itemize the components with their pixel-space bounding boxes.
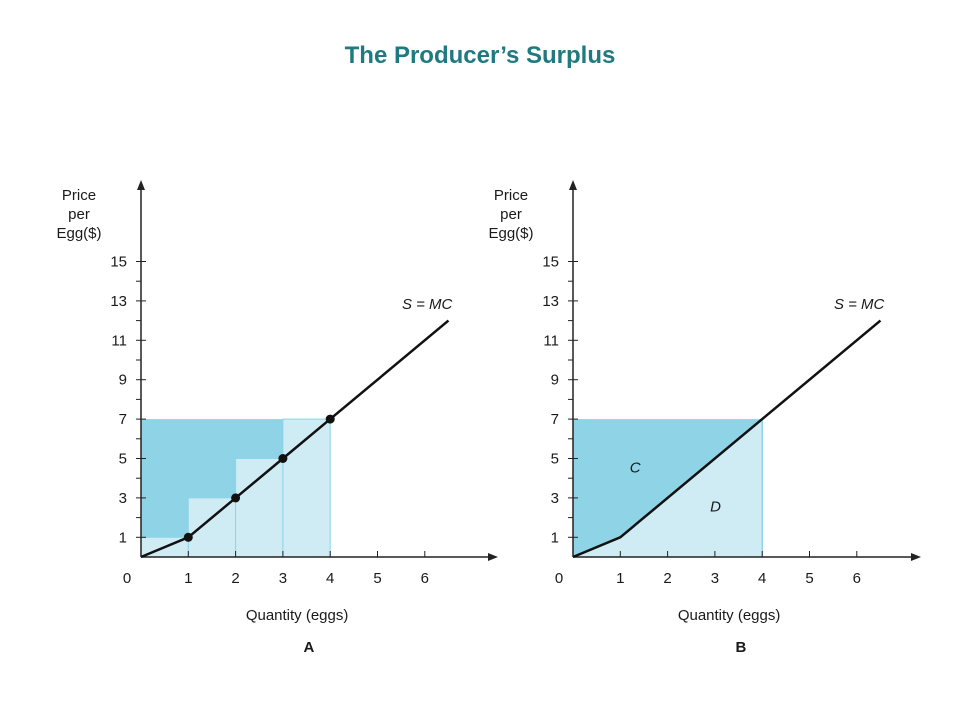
charta-data-point [183,532,193,542]
chartb-y-tick-label: 13 [542,293,559,310]
chartb-x-axis-label: Quantity (eggs) [678,607,781,624]
charta-panel-label: A [303,639,314,656]
page-title: The Producer’s Surplus [344,42,616,69]
charta-group: 1 2 3 4 5 6013579111315PriceperEgg($)Quantity… [56,180,498,656]
charta-y-axis-label: Egg($) [56,225,101,242]
charta-x-tick-label: 4 [326,570,334,587]
charta-data-point [231,493,241,503]
charta-x-tick-label: 1 [184,570,192,587]
chartb-y-tick-label: 11 [543,332,559,349]
charta-y-tick-label: 5 [119,451,127,468]
chartb-region-label-d: D [710,499,721,516]
charta-x-tick-label: 6 [421,570,429,587]
chartb-y-tick-label: 7 [551,411,559,428]
charta-y-axis-label: per [68,206,90,223]
chartb-y-tick-label: 15 [542,254,559,271]
chartb-x-tick-label: 5 [805,570,813,587]
charta-cost-bar-3 [235,458,284,558]
charta-series-line [140,319,450,559]
chartb-y-tick-label: 3 [551,490,559,507]
chartb-x-tick-label: 3 [711,570,719,587]
chartb-region-d [573,419,763,557]
chartb-y-tick-label: 1 [551,529,559,546]
chartb-y-axis-label: per [500,206,522,223]
charta-y-axis-label: Price [62,187,96,204]
charta-cost-bar-4 [282,418,331,558]
charta-y-tick-label: 7 [119,411,127,428]
charta-x-axis-label: Quantity (eggs) [246,607,349,624]
chartb-x-tick-label: 1 [616,570,624,587]
chartb-series-label: S = MC [834,296,885,313]
charta-x-tick-label: 5 [373,570,381,587]
charta-data-point [325,414,335,424]
charta-series-label: S = MC [402,296,453,313]
chartb-y-axis-label: Egg($) [488,225,533,242]
charta-data-point [278,454,288,463]
charta-y-tick-label: 15 [110,254,127,271]
chartb-series-line [572,319,882,559]
chartb-region-label-c: C [630,459,641,476]
charta-y-tick-label: 9 [119,372,127,389]
chartb-x-tick-label: 2 [663,570,671,587]
chartb-group: CD1 2 3 4 5 6013579111315PriceperEgg($)Quanti… [488,180,921,656]
charta-y-tick-label: 3 [119,490,127,507]
chartb-x-tick-label: 4 [758,570,766,587]
charta-x-axis-arrow [488,553,498,561]
charta-origin-label: 0 [123,570,131,587]
chartb-panel-label: B [735,639,746,656]
charta-y-axis-arrow [137,180,145,190]
chartb-origin-label: 0 [555,570,563,587]
charta-x-tick-label: 2 [231,570,239,587]
chartb-y-axis-arrow [569,180,577,190]
chartb-x-axis-arrow [911,553,921,561]
charta-cost-bar-2 [187,497,237,558]
chartb-y-axis-label: Price [494,187,528,204]
chartb-y-tick-label: 5 [551,451,559,468]
chartb-y-tick-label: 9 [551,372,559,389]
charta-x-tick-label: 3 [279,570,287,587]
chartb-x-tick-label: 6 [853,570,861,587]
charta-y-tick-label: 1 [119,529,127,546]
charta-y-tick-label: 13 [110,293,127,310]
charta-y-tick-label: 11 [111,332,127,349]
